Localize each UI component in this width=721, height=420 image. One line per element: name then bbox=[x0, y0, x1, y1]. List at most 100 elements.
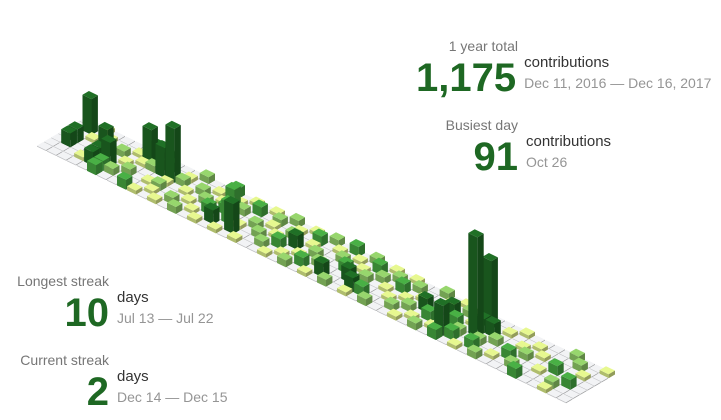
day-cell bbox=[167, 198, 183, 215]
day-cell-top-face bbox=[502, 326, 518, 335]
day-cell bbox=[337, 284, 353, 297]
day-cell-top-face bbox=[337, 284, 353, 293]
day-cell-left-face bbox=[54, 146, 64, 152]
day-cell-top-face bbox=[164, 189, 180, 199]
day-cell bbox=[531, 363, 547, 376]
current-streak-unit: days bbox=[117, 368, 149, 385]
day-cell-left-face bbox=[115, 147, 125, 159]
day-cell-top-face bbox=[97, 171, 113, 180]
day-cell-right-face bbox=[557, 362, 564, 377]
day-cell-right-face bbox=[587, 386, 594, 391]
day-cell-right-face bbox=[56, 151, 63, 156]
day-cell-left-face bbox=[549, 348, 559, 355]
day-cell-right-face bbox=[566, 398, 573, 404]
day-cell-left-face bbox=[145, 161, 155, 174]
day-cell-left-face bbox=[395, 280, 405, 295]
day-cell-top-face bbox=[182, 171, 198, 180]
day-cell-right-face bbox=[493, 352, 500, 361]
day-cell-left-face bbox=[57, 155, 67, 161]
longest-streak-unit: days bbox=[117, 289, 149, 306]
day-cell-right-face bbox=[416, 319, 423, 331]
day-cell-top-face bbox=[44, 137, 60, 146]
day-cell bbox=[524, 370, 540, 380]
day-cell-top-face bbox=[535, 350, 551, 359]
day-cell-top-face bbox=[57, 151, 73, 160]
day-cell-top-face bbox=[395, 276, 411, 285]
day-cell bbox=[384, 296, 400, 312]
day-cell-right-face bbox=[594, 381, 601, 387]
day-cell bbox=[477, 355, 493, 365]
day-cell-left-face bbox=[571, 389, 581, 395]
day-cell-right-face bbox=[540, 367, 547, 376]
day-cell-top-face bbox=[147, 192, 163, 201]
day-cell bbox=[317, 271, 333, 287]
current-streak-range: Dec 14 — Dec 15 bbox=[117, 389, 228, 405]
day-cell bbox=[482, 253, 498, 330]
day-cell-top-face bbox=[358, 268, 374, 278]
day-cell-left-face bbox=[527, 383, 537, 389]
day-cell-left-face bbox=[217, 232, 227, 239]
day-cell-top-face bbox=[547, 389, 563, 398]
day-cell-right-face bbox=[556, 393, 563, 399]
day-cell-top-face bbox=[151, 176, 167, 185]
day-cell-left-face bbox=[178, 188, 188, 197]
day-cell-left-face bbox=[289, 216, 299, 228]
day-cell-top-face bbox=[314, 255, 330, 264]
day-cell-right-face bbox=[544, 354, 551, 363]
day-cell bbox=[571, 385, 587, 395]
day-cell-left-face bbox=[367, 305, 377, 312]
day-cell bbox=[407, 315, 423, 331]
day-cell bbox=[561, 371, 577, 391]
day-cell-right-face bbox=[240, 222, 247, 230]
day-cell-left-face bbox=[267, 257, 277, 263]
day-cell-left-face bbox=[127, 186, 137, 195]
day-cell bbox=[87, 157, 103, 176]
day-cell-right-face bbox=[428, 286, 435, 291]
day-cell-right-face bbox=[581, 362, 588, 373]
day-cell-top-face bbox=[254, 233, 270, 242]
day-cell-left-face bbox=[547, 392, 557, 399]
day-cell-left-face bbox=[507, 364, 517, 379]
day-cell-top-face bbox=[434, 297, 450, 306]
day-cell-top-face bbox=[47, 146, 63, 155]
longest-streak-value: 10 bbox=[64, 291, 110, 335]
day-cell-right-face bbox=[496, 364, 503, 370]
day-cell-top-face bbox=[571, 385, 587, 394]
day-cell bbox=[288, 228, 304, 251]
day-cell-left-face bbox=[287, 266, 297, 273]
day-cell-top-face bbox=[557, 394, 573, 403]
day-cell-right-face bbox=[456, 342, 463, 350]
day-cell-left-face bbox=[358, 272, 368, 285]
day-cell-top-face bbox=[582, 368, 598, 377]
day-cell-right-face bbox=[184, 177, 191, 188]
day-cell-left-face bbox=[575, 373, 585, 382]
day-cell-top-face bbox=[528, 357, 544, 366]
day-cell-top-face bbox=[119, 136, 135, 145]
day-cell-right-face bbox=[110, 139, 117, 167]
day-cell-top-face bbox=[184, 202, 200, 211]
day-cell-left-face bbox=[457, 349, 467, 355]
day-cell bbox=[367, 301, 383, 312]
day-cell-left-face bbox=[107, 179, 117, 185]
day-cell-right-face bbox=[124, 147, 131, 159]
day-cell-top-face bbox=[578, 381, 594, 390]
day-cell-left-face bbox=[184, 206, 194, 215]
day-cell bbox=[187, 211, 203, 224]
day-cell-top-face bbox=[439, 285, 455, 294]
day-cell-left-face bbox=[241, 229, 251, 235]
year-total-label: 1 year total bbox=[448, 38, 518, 54]
day-cell-right-face bbox=[573, 394, 580, 400]
day-cell-top-face bbox=[499, 320, 515, 329]
day-cell-top-face bbox=[354, 279, 370, 288]
day-cell-left-face bbox=[378, 285, 388, 294]
day-cell-left-face bbox=[531, 367, 541, 376]
day-cell-right-face bbox=[280, 235, 287, 250]
day-cell-top-face bbox=[87, 157, 103, 166]
day-cell bbox=[572, 357, 588, 373]
day-cell-top-face bbox=[269, 206, 285, 215]
day-cell-top-face bbox=[335, 250, 351, 259]
day-cell-top-face bbox=[199, 169, 215, 178]
day-cell-top-face bbox=[592, 373, 608, 382]
day-cell-right-face bbox=[297, 232, 304, 251]
day-cell-top-face bbox=[94, 153, 110, 162]
